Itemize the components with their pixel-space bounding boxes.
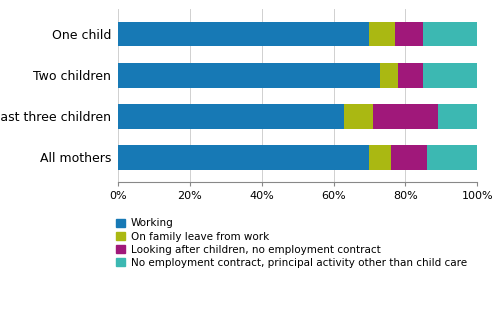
Bar — [380, 63, 398, 88]
Bar — [395, 22, 423, 46]
Bar — [398, 63, 424, 88]
Bar — [423, 22, 477, 46]
Bar — [118, 63, 380, 88]
Bar — [438, 104, 477, 129]
Bar — [423, 63, 477, 88]
Bar — [373, 104, 438, 129]
Bar — [369, 145, 391, 170]
Bar — [118, 104, 344, 129]
Bar — [391, 145, 427, 170]
Bar — [118, 145, 369, 170]
Legend: Working, On family leave from work, Looking after children, no employment contra: Working, On family leave from work, Look… — [116, 219, 467, 268]
Bar — [427, 145, 477, 170]
Bar — [344, 104, 373, 129]
Bar — [369, 22, 395, 46]
Bar — [118, 22, 369, 46]
